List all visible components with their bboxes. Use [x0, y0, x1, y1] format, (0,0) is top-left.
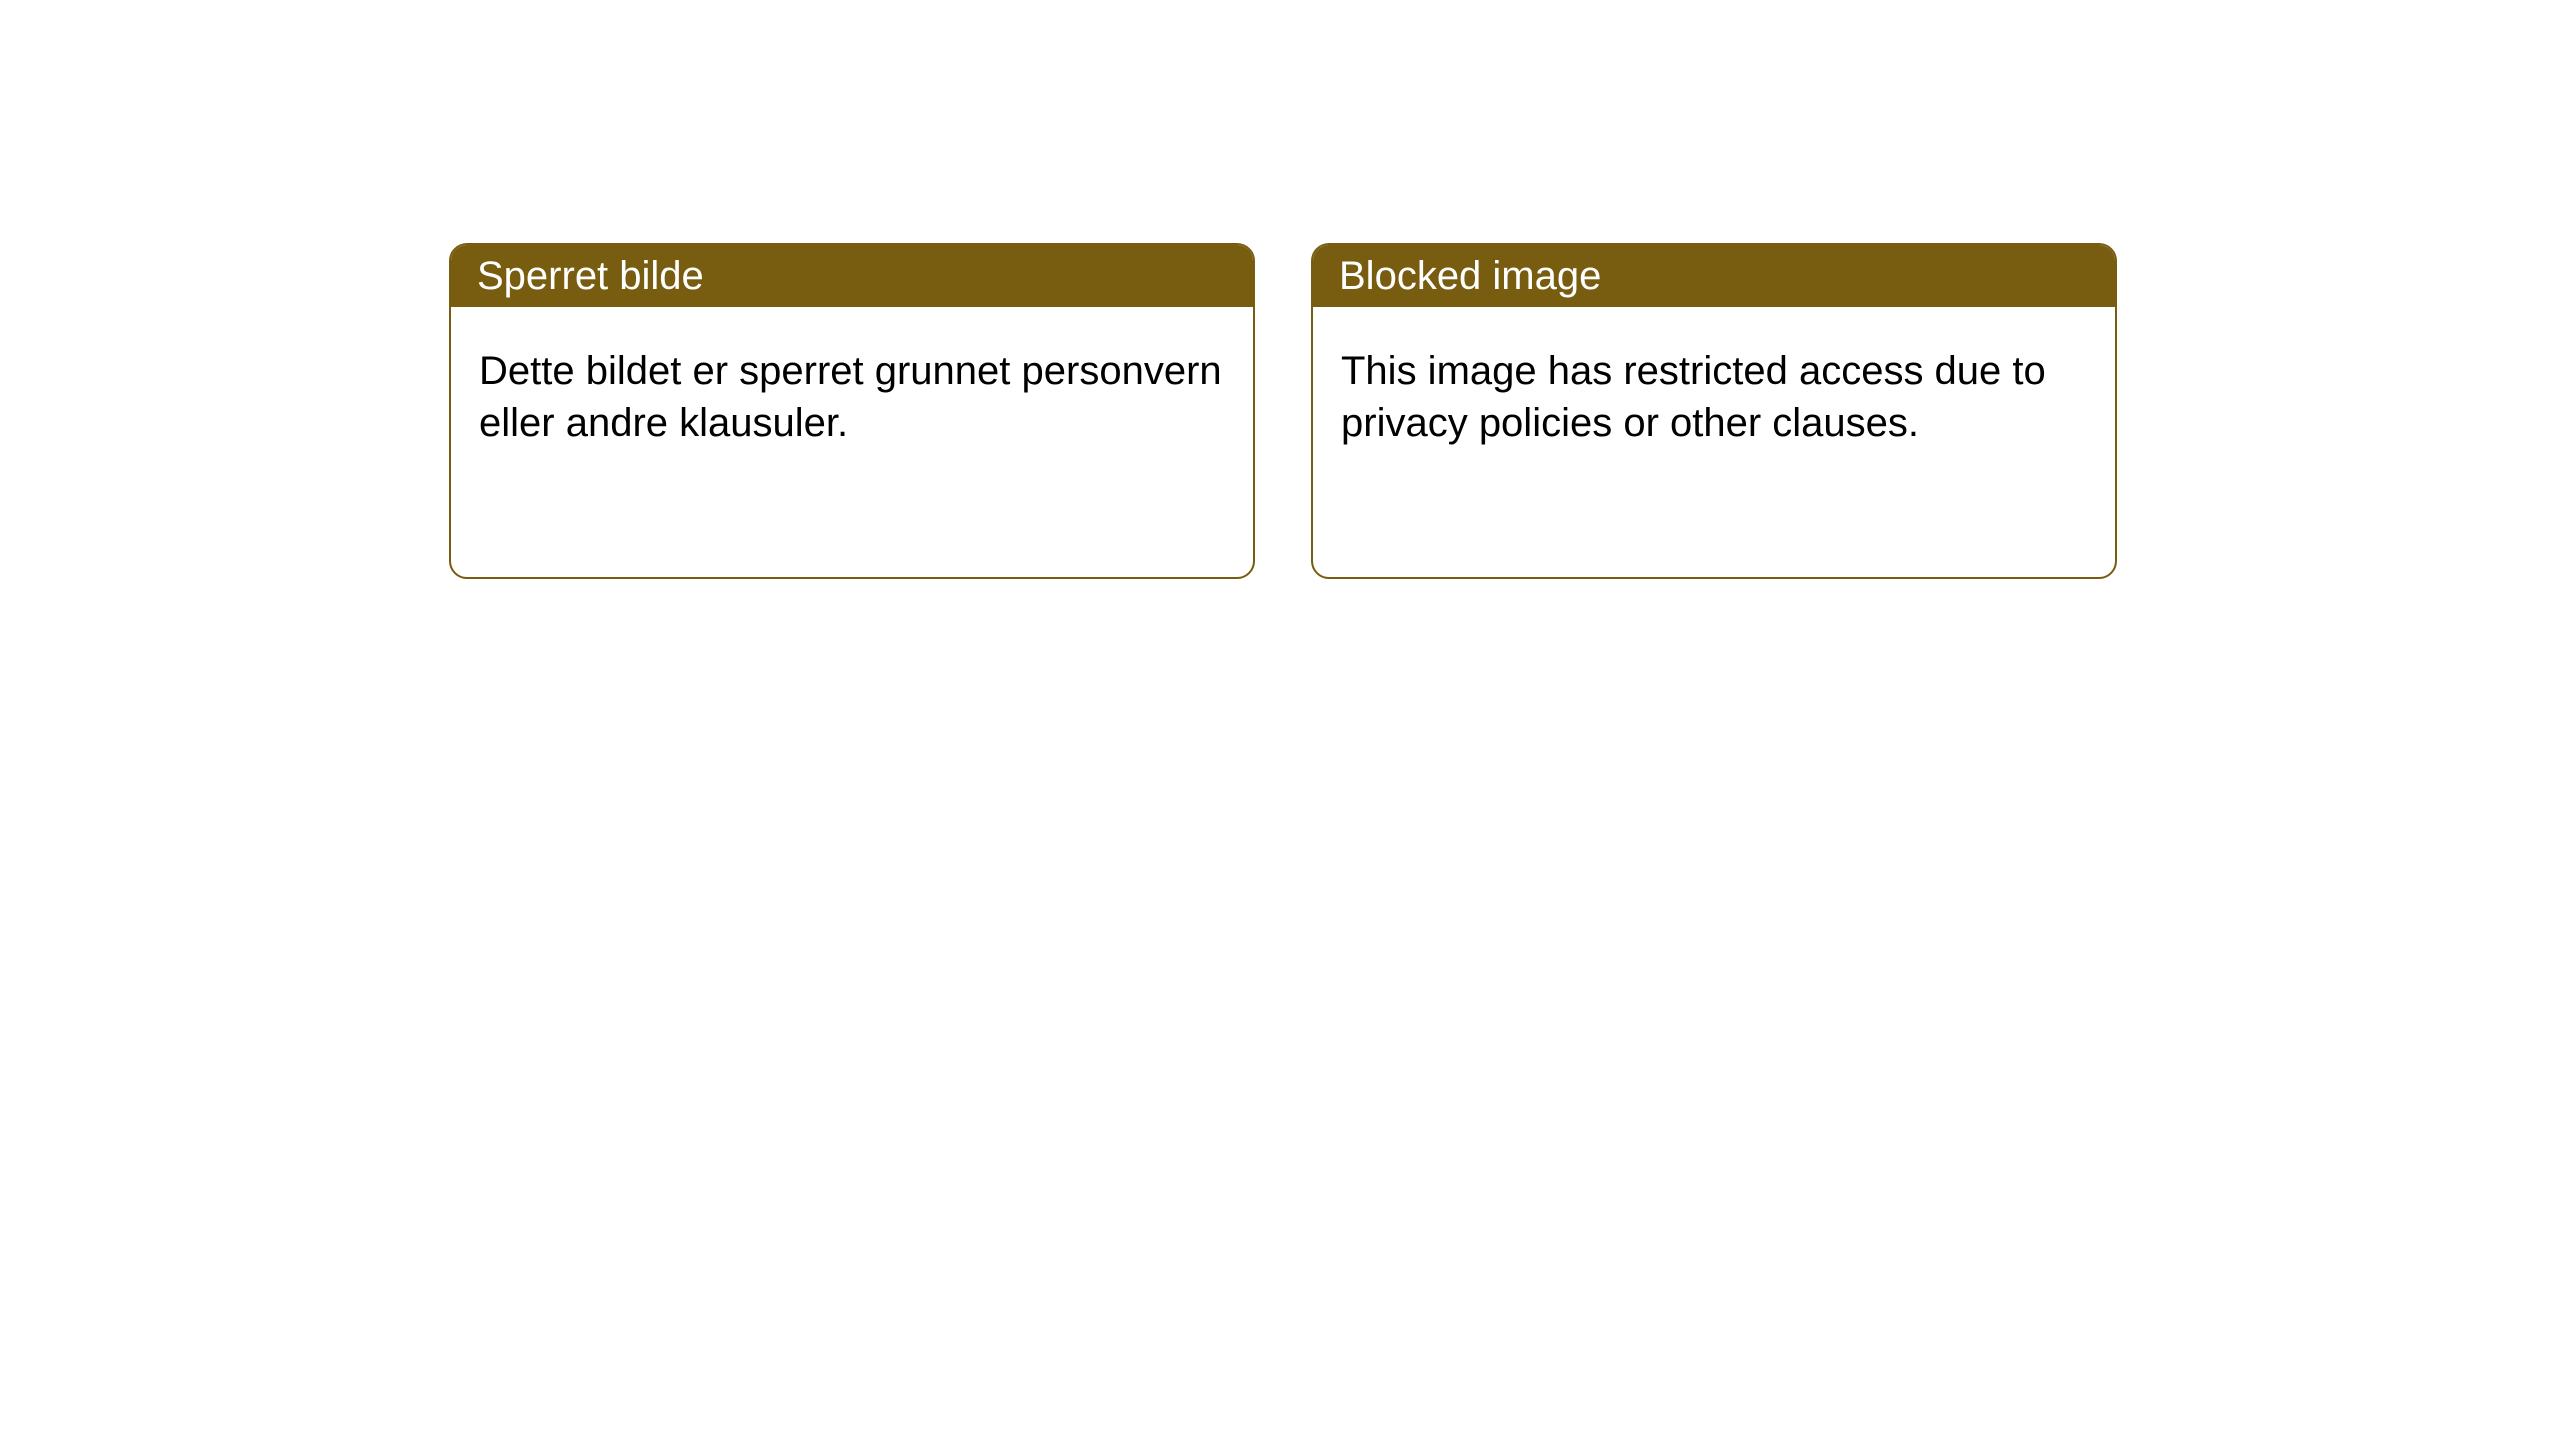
notice-container: Sperret bilde Dette bildet er sperret gr…	[0, 0, 2560, 579]
notice-card-english: Blocked image This image has restricted …	[1311, 243, 2117, 579]
card-body-text: Dette bildet er sperret grunnet personve…	[479, 349, 1222, 445]
card-header: Blocked image	[1313, 245, 2115, 307]
card-body: This image has restricted access due to …	[1313, 307, 2115, 487]
card-header: Sperret bilde	[451, 245, 1253, 307]
card-header-text: Sperret bilde	[477, 254, 704, 299]
notice-card-norwegian: Sperret bilde Dette bildet er sperret gr…	[449, 243, 1255, 579]
card-header-text: Blocked image	[1339, 254, 1601, 299]
card-body: Dette bildet er sperret grunnet personve…	[451, 307, 1253, 487]
card-body-text: This image has restricted access due to …	[1341, 349, 2046, 445]
